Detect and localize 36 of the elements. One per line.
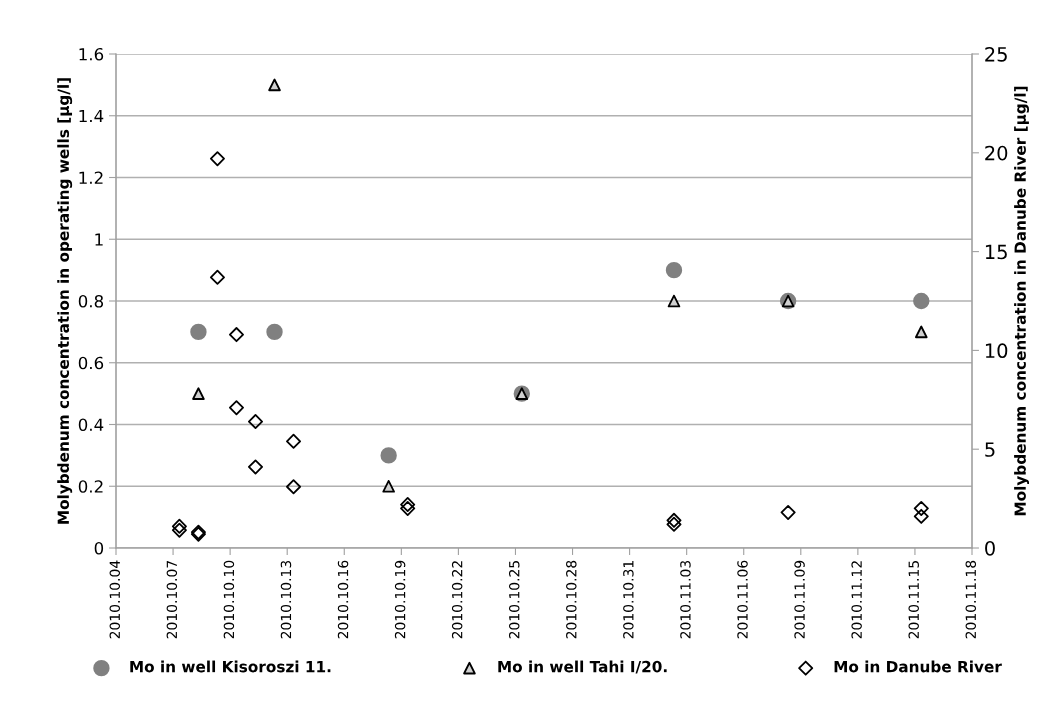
y2-axis-title: Molybdenum concentration in Danube River [µg/l] (1014, 86, 1030, 516)
y-tick-label: 1.6 (79, 47, 104, 61)
y2-tick-label: 0 (985, 540, 995, 556)
x-tick-label: 2010.10.22 (451, 561, 463, 639)
y-tick-label: 0.6 (78, 356, 104, 370)
y2-tick-label: 10 (985, 343, 1008, 359)
y-tick-label: 1.2 (79, 171, 103, 184)
x-tick-label: 2010.10.13 (280, 560, 292, 639)
legend-label: Mo in well Tahi I/20. (498, 660, 667, 674)
y2-tick-label: 25 (985, 46, 1007, 62)
legend-label: Mo in Danube River (834, 660, 1002, 673)
x-tick-label: 2010.11.18 (965, 560, 977, 639)
x-tick-label: 2010.11.09 (794, 560, 805, 639)
y-tick-label: 0.4 (78, 418, 104, 432)
x-tick-label: 2010.11.15 (908, 561, 919, 639)
y-tick-label: 1 (95, 233, 103, 246)
y-tick-label: 0.8 (78, 294, 104, 308)
x-tick-label: 2010.11.06 (737, 560, 748, 639)
y-tick-label: 0.2 (78, 480, 103, 493)
y-tick-label: 0 (94, 541, 104, 555)
x-tick-label: 2010.10.25 (508, 561, 520, 639)
y2-tick-label: 15 (985, 244, 1007, 260)
y2-tick-label: 5 (985, 442, 995, 457)
y-tick-label: 1.4 (79, 109, 104, 123)
x-tick-label: 2010.10.16 (337, 560, 349, 639)
x-tick-label: 2010.10.28 (566, 560, 577, 639)
x-tick-label: 2010.10.07 (166, 560, 178, 639)
y-axis-title: Molybdenum concentration in operating wells [µg/l] (57, 78, 73, 524)
x-tick-label: 2010.10.10 (223, 560, 235, 639)
legend-label: Mo in well Kisoroszi 11. (130, 660, 331, 673)
x-tick-label: 2010.10.31 (623, 561, 634, 639)
y2-tick-label: 20 (985, 145, 1008, 161)
x-tick-label: 2010.11.12 (851, 561, 862, 639)
x-tick-label: 2010.10.19 (394, 560, 406, 639)
x-tick-label: 2010.11.03 (680, 560, 691, 639)
x-tick-label: 2010.10.04 (109, 560, 121, 639)
